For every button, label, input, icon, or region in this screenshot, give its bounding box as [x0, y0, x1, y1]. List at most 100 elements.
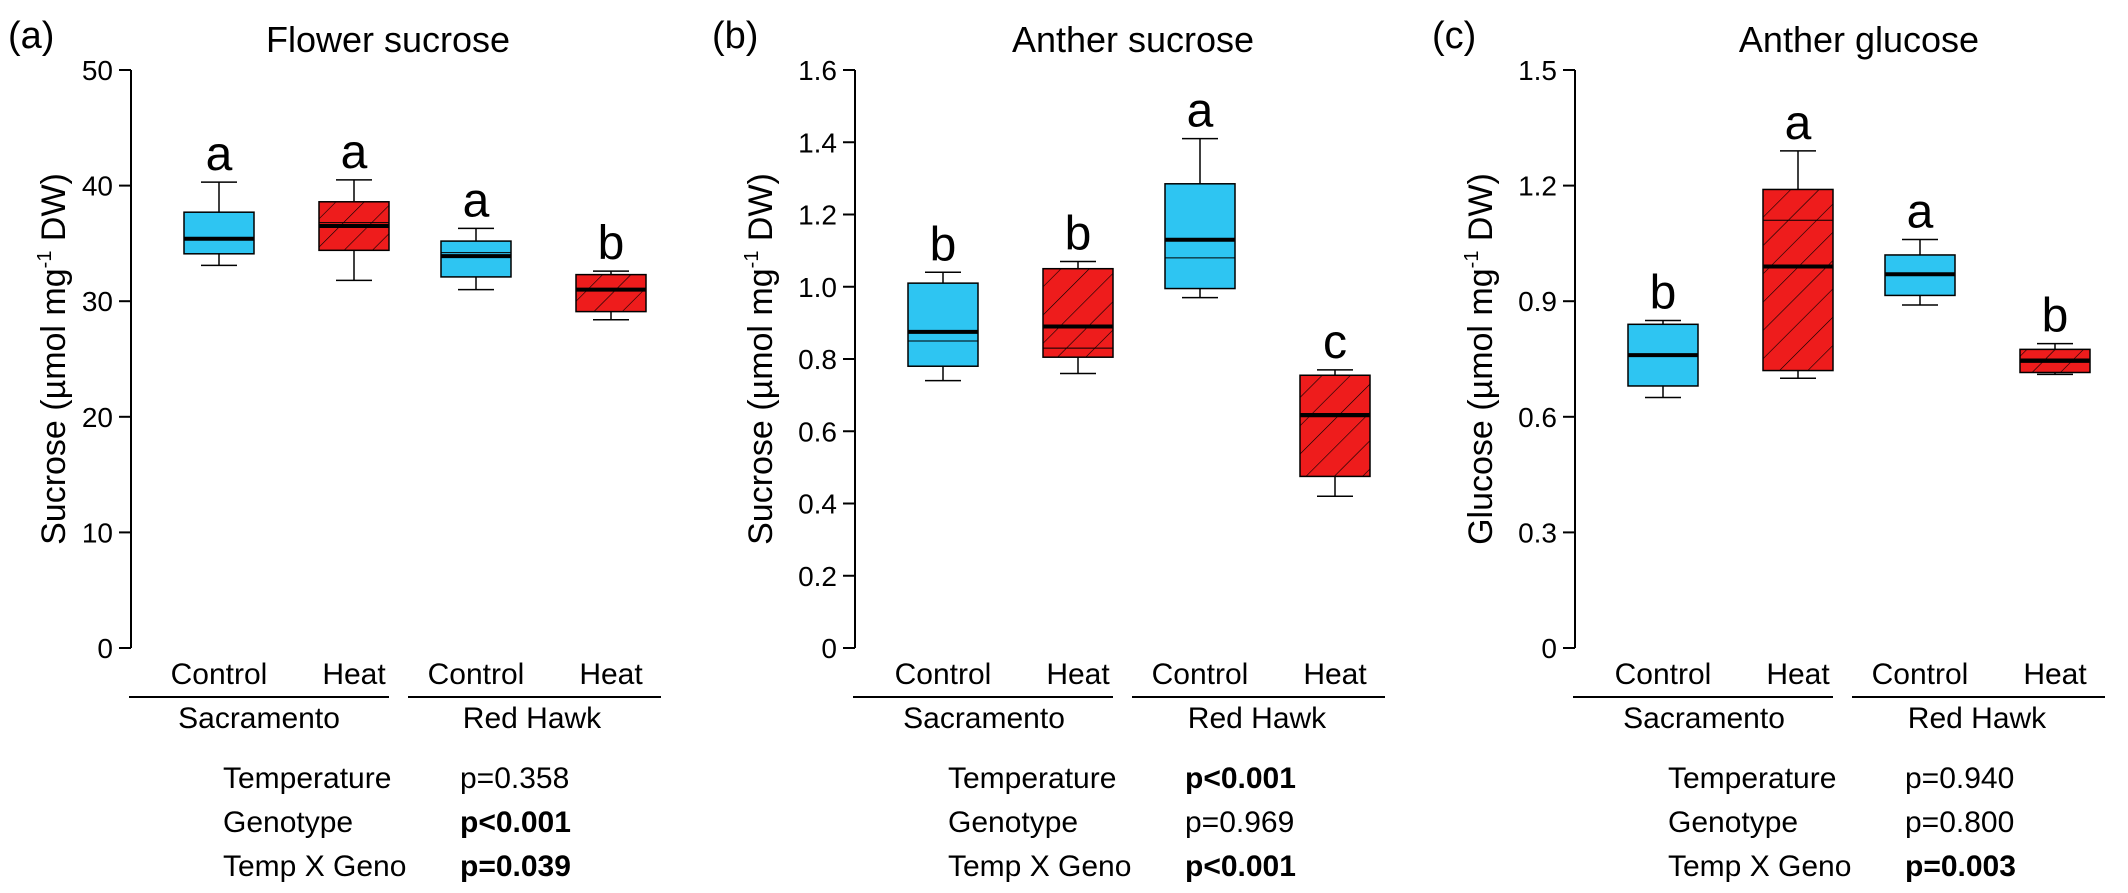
panel-b-category-label: Control [1152, 658, 1249, 691]
panel-b: (b) Anther sucrose Sucrose (µmol mg-1 DW… [712, 15, 1385, 883]
panel-b-box-4: c [1299, 316, 1371, 498]
panel-a-stat-label-1: Temperature [223, 762, 391, 795]
significance-letter: a [341, 126, 368, 179]
panel-c-title: Anther glucose [1739, 19, 1979, 60]
panel-a-stat-label-3: Temp X Geno [223, 850, 406, 883]
significance-letter: a [463, 174, 490, 227]
panel-a-box-3: a [440, 174, 512, 291]
panel-a-group-redhawk: Red Hawk [463, 702, 602, 735]
panel-b-ytick-label: 1.4 [798, 127, 837, 158]
significance-letter: a [206, 128, 233, 181]
panel-c-ylabel: Glucose (µmol mg-1 DW) [1461, 173, 1500, 545]
panel-b-category-label: Control [895, 658, 992, 691]
box-body [1164, 183, 1236, 290]
panel-a-ytick-label: 30 [82, 286, 113, 317]
panel-b-ytick-label: 0.2 [798, 561, 837, 592]
panel-c-box-1: b [1627, 266, 1699, 399]
panel-c-ylabel-sup: -1 [1461, 251, 1483, 269]
panel-a-ylabel: Sucrose (µmol mg-1 DW) [34, 173, 73, 545]
significance-letter: b [1065, 207, 1092, 260]
panel-c-ytick-label: 0.3 [1518, 517, 1557, 548]
panel-b-tag: (b) [712, 15, 758, 57]
panel-b-box-2: b [1042, 207, 1114, 375]
panel-c-ylabel-main: Glucose (µmol mg [1462, 268, 1500, 545]
box-hatch [1763, 189, 1833, 371]
panel-b-ylabel-main: Sucrose (µmol mg [742, 268, 780, 545]
panel-c-ytick-label: 0 [1541, 633, 1557, 664]
panel-a-ytick-label: 10 [82, 517, 113, 548]
panel-b-ytick-label: 0.6 [798, 416, 837, 447]
panel-a-tag: (a) [8, 15, 54, 57]
panel-c-ytick-label: 1.2 [1518, 171, 1557, 202]
panel-a-ylabel-sup: -1 [34, 251, 56, 269]
panel-b-ylabel-sup: -1 [741, 251, 763, 269]
panel-c-tag: (c) [1432, 15, 1476, 57]
panel-c-ylabel-end: DW) [1462, 173, 1500, 250]
panel-a-ylabel-end: DW) [35, 173, 73, 250]
panel-a-box-2: a [318, 126, 390, 282]
panel-c-category-label: Control [1615, 658, 1712, 691]
panel-c-ytick-label: 1.5 [1518, 55, 1557, 86]
panel-b-ytick-label: 1.6 [798, 55, 837, 86]
panel-a: (a) Flower sucrose Sucrose (µmol mg-1 DW… [8, 15, 661, 883]
panel-b-stat-label-3: Temp X Geno [948, 850, 1131, 883]
panel-c-category-label: Heat [2023, 658, 2087, 691]
panel-c-category-label: Heat [1766, 658, 1830, 691]
panel-a-box-4: b [575, 217, 647, 321]
panel-b-box-1: b [907, 218, 979, 382]
significance-letter: c [1323, 316, 1347, 369]
panel-b-title: Anther sucrose [1012, 19, 1254, 60]
panel-c-stat-value-3: p=0.003 [1905, 850, 2016, 883]
panel-c-stat-label-2: Genotype [1668, 806, 1798, 839]
panel-b-ytick-label: 1.2 [798, 200, 837, 231]
panel-a-ylabel-main: Sucrose (µmol mg [35, 268, 73, 545]
panel-b-stat-value-1: p<0.001 [1185, 762, 1296, 795]
panel-b-ytick-label: 0.4 [798, 489, 837, 520]
panel-c-group-redhawk: Red Hawk [1908, 702, 2047, 735]
panel-c-stat-value-1: p=0.940 [1905, 762, 2014, 795]
panel-c-stat-value-2: p=0.800 [1905, 806, 2014, 839]
significance-letter: b [1650, 266, 1677, 319]
panel-a-ytick-label: 20 [82, 402, 113, 433]
panel-a-stat-value-1: p=0.358 [460, 762, 569, 795]
panel-a-ytick-label: 0 [97, 633, 113, 664]
panel-c-group-sacramento: Sacramento [1623, 702, 1785, 735]
significance-letter: a [1907, 186, 1934, 239]
panel-b-ylabel-end: DW) [742, 173, 780, 250]
significance-letter: a [1187, 85, 1214, 138]
panel-c-stat-label-3: Temp X Geno [1668, 850, 1851, 883]
panel-a-ytick-label: 40 [82, 171, 113, 202]
panel-a-category-label: Heat [579, 658, 643, 691]
panel-b-ytick-label: 0 [821, 633, 837, 664]
box-hatch [576, 274, 646, 312]
panel-b-stat-label-2: Genotype [948, 806, 1078, 839]
panel-a-box-1: a [183, 128, 255, 267]
panel-a-category-label: Heat [322, 658, 386, 691]
panel-a-stat-label-2: Genotype [223, 806, 353, 839]
panel-c: (c) Anther glucose Glucose (µmol mg-1 DW… [1432, 15, 2105, 883]
panel-c-category-label: Control [1872, 658, 1969, 691]
panel-a-title: Flower sucrose [266, 19, 510, 60]
box-body [907, 282, 979, 367]
panel-c-box-3: a [1884, 186, 1956, 306]
panel-c-ytick-label: 0.9 [1518, 286, 1557, 317]
panel-a-category-label: Control [171, 658, 268, 691]
panel-c-stat-label-1: Temperature [1668, 762, 1836, 795]
significance-letter: b [930, 218, 957, 271]
panel-a-group-sacramento: Sacramento [178, 702, 340, 735]
panel-b-group-redhawk: Red Hawk [1188, 702, 1327, 735]
panel-b-ytick-label: 0.8 [798, 344, 837, 375]
panel-b-box-3: a [1164, 85, 1236, 299]
box-hatch [1300, 375, 1370, 477]
panel-b-group-sacramento: Sacramento [903, 702, 1065, 735]
box-body [183, 211, 255, 255]
panel-a-stat-value-2: p<0.001 [460, 806, 571, 839]
panel-a-ytick-label: 50 [82, 55, 113, 86]
panel-b-stat-value-3: p<0.001 [1185, 850, 1296, 883]
significance-letter: b [598, 217, 625, 270]
panel-b-ylabel: Sucrose (µmol mg-1 DW) [741, 173, 780, 545]
significance-letter: b [2042, 290, 2069, 343]
panel-b-stat-label-1: Temperature [948, 762, 1116, 795]
significance-letter: a [1785, 97, 1812, 150]
panel-b-category-label: Heat [1303, 658, 1367, 691]
